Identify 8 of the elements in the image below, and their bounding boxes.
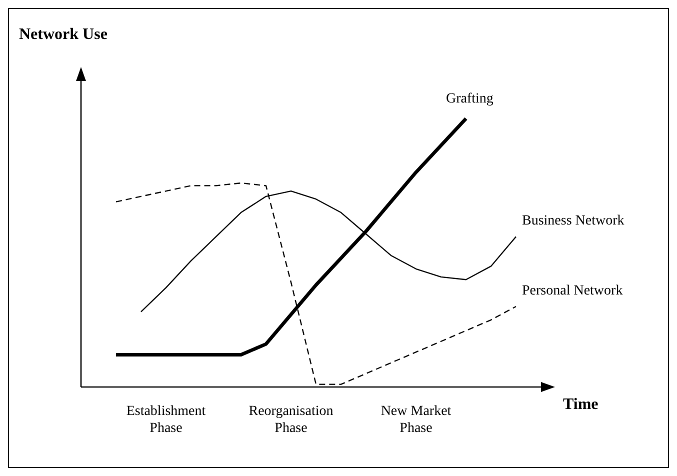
x-tick-label: Establishment Phase [126,404,206,436]
series-label: Business Network [522,214,624,229]
series-label: Personal Network [522,283,623,298]
series-label: Grafting [446,92,494,107]
x-tick-label: New Market Phase [380,404,452,436]
y-axis-title: Network Use [19,26,108,43]
x-tick-label: Reorganisation Phase [248,404,334,436]
x-axis-title: Time [563,396,598,413]
